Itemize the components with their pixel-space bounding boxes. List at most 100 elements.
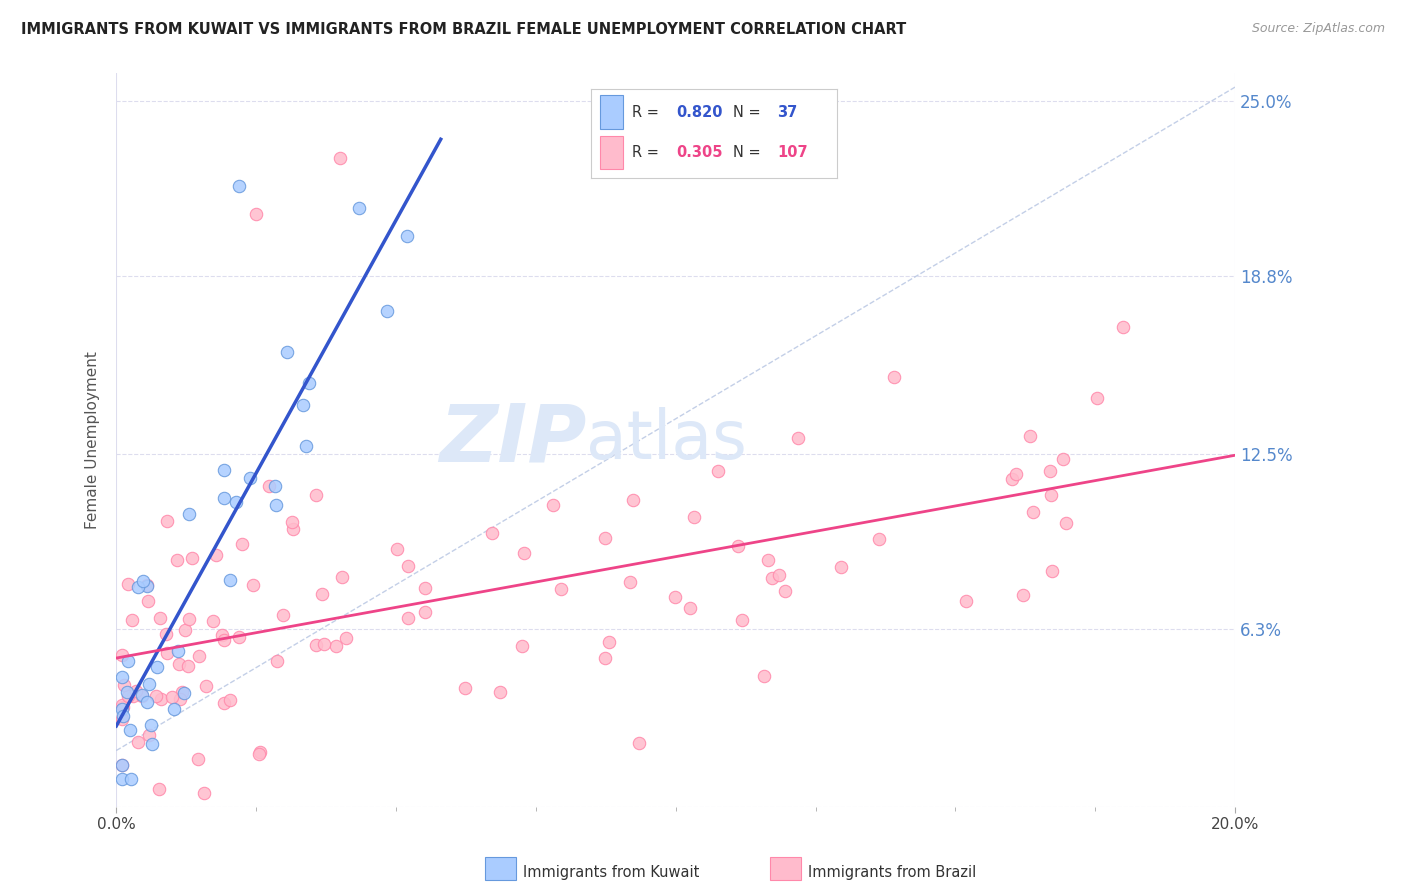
Bar (600, 136, 623, 169)
Point (550, 582, 572, 596)
Point (298, 376, 321, 391)
Point (211, 627, 233, 641)
Point (156, 514, 179, 528)
Point (163, 701, 186, 715)
Point (187, 752, 209, 766)
Point (628, 736, 651, 750)
Point (305, 488, 328, 502)
Point (1112, 320, 1135, 334)
Point (598, 635, 620, 649)
Point (773, 583, 796, 598)
Point (245, 207, 267, 221)
Point (385, 541, 408, 556)
Point (292, 398, 315, 412)
Point (683, 510, 706, 524)
Text: ZIP: ZIP (439, 401, 586, 479)
Point (212, 697, 235, 711)
Point (868, 532, 890, 546)
Point (349, 201, 371, 215)
Point (727, 539, 749, 553)
Point (114, 677, 136, 691)
Point (375, 304, 398, 318)
Point (225, 495, 247, 509)
Point (276, 345, 298, 359)
Point (228, 630, 250, 644)
Point (205, 548, 228, 562)
Point (218, 692, 240, 706)
Point (127, 735, 149, 749)
Point (335, 631, 357, 645)
Point (136, 594, 159, 608)
Point (707, 464, 730, 478)
Point (1052, 452, 1074, 467)
Point (395, 228, 418, 243)
Point (304, 639, 326, 653)
Point (156, 646, 179, 660)
Point (132, 574, 155, 588)
Point (283, 522, 305, 536)
Point (127, 581, 149, 595)
Point (148, 782, 170, 797)
Point (1012, 588, 1035, 602)
Point (111, 698, 134, 713)
Point (214, 633, 236, 648)
Point (120, 723, 142, 737)
Point (173, 686, 195, 700)
Point (111, 758, 134, 772)
Point (1001, 471, 1024, 485)
Point (139, 718, 162, 732)
Point (593, 650, 616, 665)
Point (281, 515, 304, 529)
Point (266, 499, 288, 513)
Point (195, 680, 218, 694)
Point (138, 677, 160, 691)
Point (330, 570, 353, 584)
Point (167, 644, 190, 658)
Point (155, 627, 177, 641)
Point (454, 681, 477, 695)
Point (830, 560, 852, 574)
Point (247, 747, 270, 761)
Point (145, 689, 167, 703)
Point (415, 582, 437, 596)
Point (396, 558, 419, 573)
Point (131, 690, 153, 704)
Point (263, 479, 285, 493)
Point (754, 669, 776, 683)
Point (1085, 391, 1108, 405)
Point (1040, 488, 1063, 502)
Point (664, 590, 686, 604)
Point (111, 648, 134, 663)
Point (883, 369, 905, 384)
Point (543, 498, 565, 512)
Point (218, 573, 240, 587)
Point (312, 637, 335, 651)
Point (489, 685, 512, 699)
Point (111, 670, 134, 684)
Point (149, 611, 172, 625)
Point (121, 689, 143, 703)
Point (413, 605, 436, 619)
Point (1022, 505, 1045, 519)
Point (731, 613, 754, 627)
Text: Source: ZipAtlas.com: Source: ZipAtlas.com (1251, 22, 1385, 36)
Text: 37: 37 (778, 105, 797, 120)
Point (619, 574, 641, 589)
Point (111, 700, 134, 714)
Point (193, 786, 215, 800)
Point (231, 537, 253, 551)
Point (187, 649, 209, 664)
Point (167, 657, 190, 672)
Point (111, 709, 134, 723)
Text: 107: 107 (778, 145, 808, 160)
Point (325, 639, 347, 653)
Point (141, 737, 163, 751)
Point (1054, 516, 1077, 530)
Point (202, 615, 225, 629)
Text: Immigrants from Kuwait: Immigrants from Kuwait (523, 865, 699, 880)
Point (768, 567, 790, 582)
Point (396, 611, 419, 625)
Point (177, 659, 200, 673)
Text: N =: N = (734, 105, 765, 120)
Point (679, 601, 702, 615)
